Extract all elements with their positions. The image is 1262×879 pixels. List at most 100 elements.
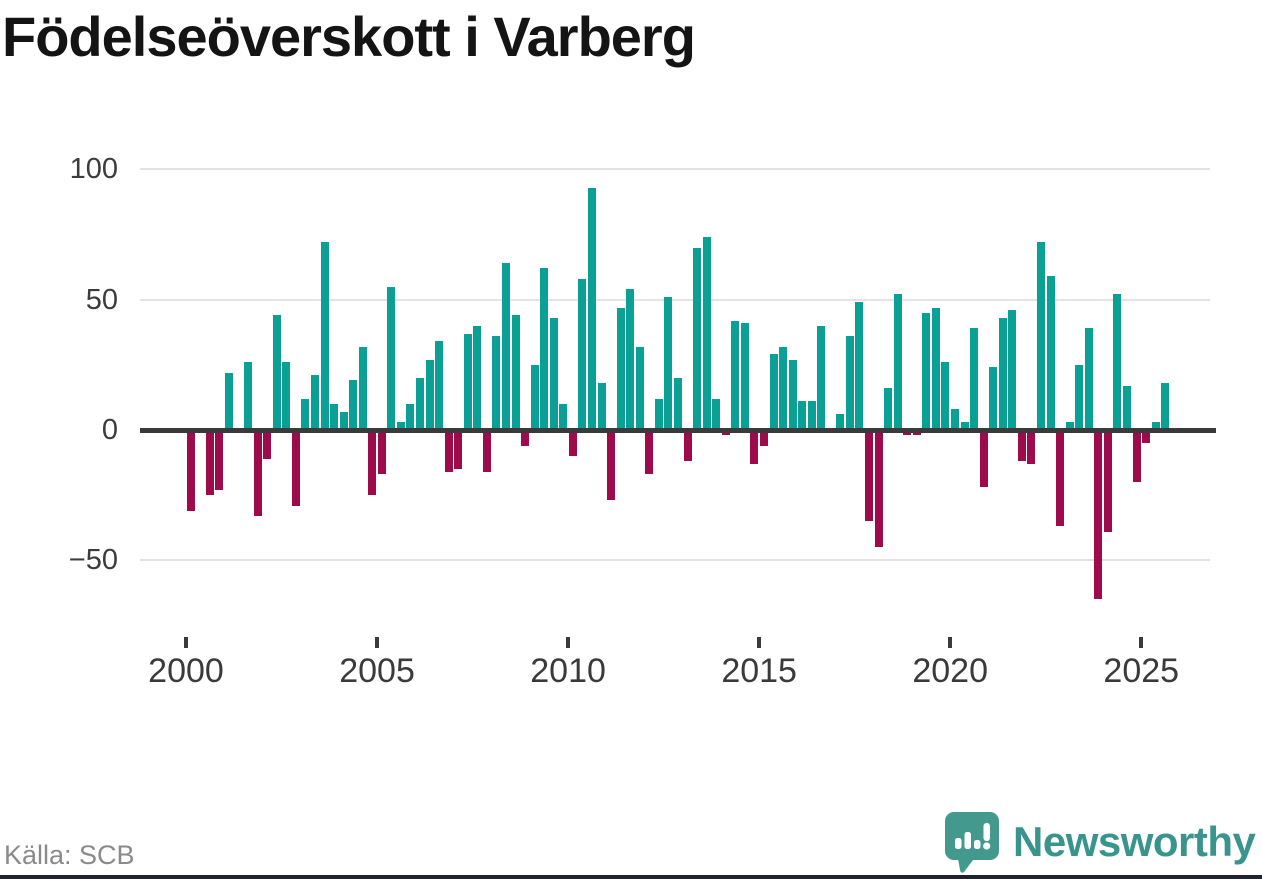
bar-2011-Q4 [635, 346, 644, 430]
bar-2018-Q1 [874, 430, 883, 548]
bar-2017-Q2 [845, 336, 854, 430]
bar-2019-Q4 [941, 362, 950, 430]
bar-2011-Q2 [616, 307, 625, 430]
bar-2012-Q3 [664, 297, 673, 430]
bar-2002-Q3 [282, 362, 291, 430]
footer-accent-bar [0, 875, 1262, 879]
bar-2025-Q3 [1161, 383, 1170, 430]
bar-2014-Q3 [740, 323, 749, 430]
bar-2020-Q1 [951, 409, 960, 430]
bar-2006-Q4 [444, 430, 453, 472]
bar-2007-Q4 [482, 430, 491, 472]
bar-2014-Q4 [750, 430, 759, 464]
y-axis-label-50: 50 [85, 283, 118, 316]
bar-2014-Q2 [731, 320, 740, 430]
bar-2019-Q2 [922, 312, 931, 430]
bar-2015-Q3 [779, 346, 788, 430]
bar-2022-Q4 [1056, 430, 1065, 527]
bar-2001-Q4 [253, 430, 262, 516]
bar-2018-Q3 [893, 294, 902, 430]
bar-2021-Q1 [989, 367, 998, 430]
bar-2016-Q3 [817, 325, 826, 430]
bar-2003-Q3 [320, 242, 329, 430]
x-axis-label-2020: 2020 [912, 652, 988, 690]
bar-2008-Q3 [511, 315, 520, 430]
bar-2025-Q1 [1142, 430, 1151, 444]
bar-2021-Q2 [998, 317, 1007, 430]
bar-2024-Q2 [1113, 294, 1122, 430]
gridline-y-50 [140, 298, 1210, 301]
bar-2015-Q1 [759, 430, 768, 446]
bar-2004-Q2 [349, 380, 358, 430]
y-axis-label-100: 100 [69, 153, 118, 186]
bar-2019-Q3 [931, 307, 940, 430]
bar-2013-Q3 [702, 237, 711, 430]
bar-2006-Q3 [435, 341, 444, 430]
bar-2021-Q3 [1008, 310, 1017, 430]
bar-2000-Q4 [215, 430, 224, 490]
bar-2023-Q3 [1084, 328, 1093, 430]
bar-2011-Q3 [626, 289, 635, 430]
x-axis-tick-2010 [566, 637, 571, 648]
x-axis-tick-2005 [375, 637, 380, 648]
x-axis-label-2000: 2000 [148, 652, 224, 690]
bar-2013-Q2 [693, 247, 702, 430]
bar-2005-Q1 [377, 430, 386, 475]
bar-2003-Q4 [330, 403, 339, 430]
bar-2003-Q2 [310, 375, 319, 430]
bar-2012-Q1 [645, 430, 654, 475]
bar-2025-Q2 [1151, 422, 1160, 430]
bar-2015-Q4 [788, 359, 797, 430]
bar-2010-Q3 [588, 187, 596, 430]
bar-2015-Q2 [769, 354, 778, 430]
x-axis-label-2005: 2005 [339, 652, 415, 690]
bar-2009-Q2 [540, 268, 549, 430]
bar-2001-Q3 [244, 362, 253, 430]
bar-2019-Q1 [912, 430, 921, 436]
bar-2022-Q3 [1046, 276, 1055, 430]
bar-2016-Q1 [798, 401, 807, 430]
bar-2003-Q1 [301, 398, 310, 430]
bar-2024-Q3 [1122, 385, 1131, 430]
bar-2009-Q3 [549, 317, 558, 430]
bar-2008-Q1 [492, 336, 501, 430]
bar-2005-Q4 [406, 403, 415, 430]
bar-2012-Q4 [673, 377, 682, 430]
bar-2011-Q1 [607, 430, 616, 501]
bar-2021-Q4 [1017, 430, 1026, 462]
x-axis-label-2010: 2010 [530, 652, 606, 690]
bar-2016-Q2 [807, 401, 816, 430]
bar-2004-Q1 [339, 411, 348, 430]
bar-2018-Q4 [903, 430, 912, 436]
bar-2004-Q4 [368, 430, 377, 496]
bar-2020-Q3 [970, 328, 979, 430]
x-axis-label-2025: 2025 [1103, 652, 1180, 690]
source-label: Källa: SCB [4, 840, 135, 870]
bar-2018-Q2 [884, 388, 893, 430]
y-axis-label-0: 0 [101, 414, 118, 446]
bar-2002-Q4 [291, 430, 300, 506]
y-axis-label--50: −50 [68, 544, 118, 577]
bar-2006-Q1 [416, 377, 425, 430]
bar-2005-Q2 [387, 286, 396, 430]
newsworthy-logo: Newsworthy [944, 812, 1256, 873]
bar-2007-Q1 [454, 430, 463, 470]
x-axis-tick-2000 [184, 637, 188, 648]
bar-2009-Q4 [559, 403, 568, 430]
bar-2013-Q4 [712, 398, 721, 430]
bar-2017-Q3 [855, 302, 864, 430]
bar-2006-Q2 [425, 359, 434, 430]
bar-2009-Q1 [530, 364, 539, 430]
gridline-y-100 [140, 168, 1210, 171]
bar-2012-Q2 [654, 398, 663, 430]
bar-2000-Q1 [186, 430, 195, 511]
x-axis-tick-2020 [948, 637, 953, 648]
bar-2023-Q2 [1075, 364, 1084, 430]
bar-2020-Q4 [979, 430, 988, 488]
bar-2007-Q2 [463, 333, 472, 430]
bar-2002-Q2 [272, 315, 281, 430]
x-axis-zero-line [140, 427, 1216, 433]
bar-2024-Q1 [1103, 430, 1112, 532]
x-axis-tick-2015 [757, 637, 762, 648]
bar-2004-Q3 [358, 346, 367, 430]
